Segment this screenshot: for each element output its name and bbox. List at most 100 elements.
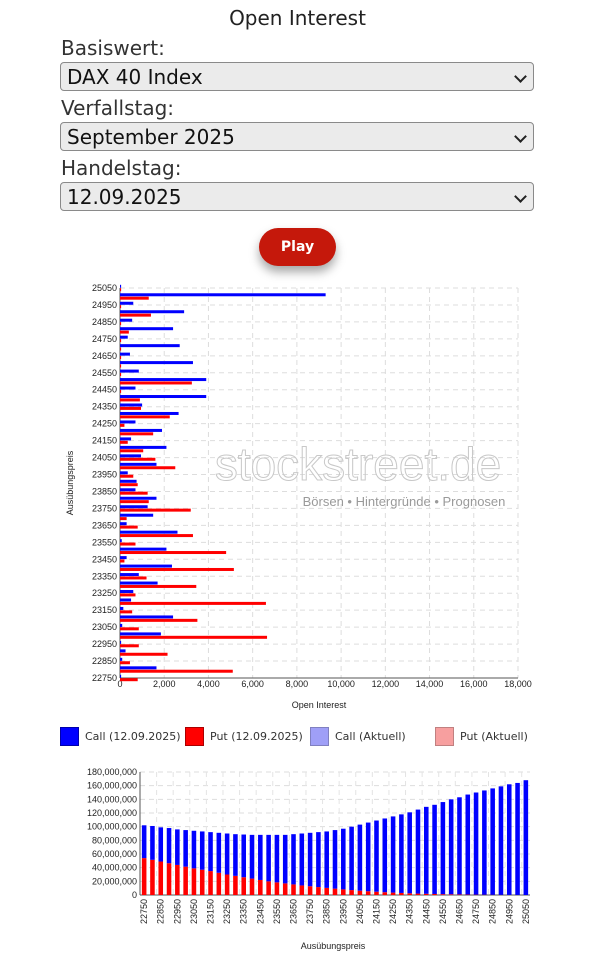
x-tick-label: 12,000 xyxy=(372,679,400,689)
y-tick-label: 23650 xyxy=(92,520,117,530)
put-bar xyxy=(448,894,454,895)
put-bar xyxy=(175,864,180,895)
put-bar xyxy=(423,893,429,895)
call-bar xyxy=(120,420,136,424)
put-bar xyxy=(120,398,140,402)
call-bar xyxy=(241,834,247,878)
call-bar xyxy=(120,437,132,441)
call-bar xyxy=(120,564,172,568)
call-bar xyxy=(120,293,326,297)
x-tick-label: 24450 xyxy=(421,899,431,924)
x-tick-label: 23150 xyxy=(206,899,216,924)
call-bar xyxy=(199,831,205,870)
chevron-down-icon xyxy=(514,190,527,203)
put-bar xyxy=(120,534,193,538)
call-bar xyxy=(473,792,479,895)
y-tick-label: 23450 xyxy=(92,554,117,564)
put-bar xyxy=(120,678,138,682)
x-tick-label: 24750 xyxy=(471,899,481,924)
call-bar xyxy=(233,834,238,876)
basiswert-value: DAX 40 Index xyxy=(67,65,203,89)
put-bar xyxy=(120,364,122,368)
x-tick-label: 23050 xyxy=(189,899,199,924)
put-bar xyxy=(120,330,129,334)
play-button[interactable]: Play xyxy=(259,228,336,266)
put-bar xyxy=(158,861,164,895)
legend-label: Put (12.09.2025) xyxy=(210,730,303,743)
put-bar xyxy=(191,868,197,895)
chart-legend: Call (12.09.2025) Put (12.09.2025) Call … xyxy=(0,727,595,749)
y-tick-label: 20,000,000 xyxy=(92,876,137,886)
put-bar xyxy=(120,576,147,580)
basiswert-select[interactable]: DAX 40 Index xyxy=(60,62,534,91)
call-bar xyxy=(120,598,132,602)
x-tick-label: 23850 xyxy=(322,899,332,924)
call-bar xyxy=(141,825,147,859)
call-bar xyxy=(120,674,122,678)
call-bar xyxy=(120,632,161,636)
put-bar xyxy=(332,888,338,895)
y-tick-label: 22750 xyxy=(92,673,117,683)
x-tick-label: 23950 xyxy=(338,899,348,924)
legend-swatch xyxy=(185,727,204,746)
x-tick-label: 22750 xyxy=(139,899,149,924)
call-bar xyxy=(120,395,207,399)
call-bar xyxy=(120,505,148,509)
call-bar xyxy=(158,827,164,862)
x-tick-label: 22850 xyxy=(156,899,166,924)
call-bar xyxy=(249,834,255,879)
call-bar xyxy=(357,824,363,891)
put-bar xyxy=(120,415,170,419)
put-bar xyxy=(120,288,122,292)
x-tick-label: 14,000 xyxy=(416,679,444,689)
put-bar xyxy=(382,892,388,895)
y-tick-label: 180,000,000 xyxy=(87,767,137,777)
y-tick-label: 23050 xyxy=(92,622,117,632)
call-bar xyxy=(120,522,127,526)
x-tick-label: 10,000 xyxy=(327,679,355,689)
y-tick-label: 23750 xyxy=(92,503,117,513)
put-bar xyxy=(120,567,234,571)
y-tick-label: 24850 xyxy=(92,317,117,327)
call-bar xyxy=(299,833,305,886)
y-tick-label: 80,000,000 xyxy=(92,835,137,845)
call-bar xyxy=(523,780,529,895)
put-bar xyxy=(258,879,263,895)
put-bar xyxy=(120,457,156,461)
put-bar xyxy=(120,305,122,309)
put-bar xyxy=(120,508,191,512)
put-bar xyxy=(274,882,280,895)
call-bar xyxy=(120,462,157,466)
call-bar xyxy=(307,832,313,887)
call-bar xyxy=(515,782,520,895)
verfallstag-select[interactable]: September 2025 xyxy=(60,122,534,151)
put-bar xyxy=(120,389,122,393)
put-bar xyxy=(224,874,230,895)
x-tick-label: 24550 xyxy=(438,899,448,924)
put-bar xyxy=(120,474,134,478)
put-bar xyxy=(120,347,122,351)
call-bar xyxy=(183,830,188,867)
call-bar xyxy=(175,829,180,865)
y-tick-label: 23850 xyxy=(92,486,117,496)
put-bar xyxy=(120,440,128,444)
put-bar xyxy=(120,661,130,665)
put-bar xyxy=(120,593,136,597)
call-bar xyxy=(341,828,346,890)
basiswert-label: Basiswert: xyxy=(61,36,165,60)
call-bar xyxy=(120,666,157,670)
put-bar xyxy=(266,881,271,895)
call-bar xyxy=(282,834,288,884)
call-bar xyxy=(448,799,454,895)
call-bar xyxy=(349,826,354,891)
watermark-logo: stockstreet.de xyxy=(215,438,501,490)
x-tick-label: 24350 xyxy=(405,899,415,924)
y-tick-label: 23550 xyxy=(92,537,117,547)
call-bar xyxy=(120,378,207,382)
handelstag-value: 12.09.2025 xyxy=(67,185,182,209)
y-tick-label: 140,000,000 xyxy=(87,794,137,804)
y-tick-label: 60,000,000 xyxy=(92,849,137,859)
call-bar xyxy=(423,806,429,894)
call-bar xyxy=(120,318,133,322)
handelstag-select[interactable]: 12.09.2025 xyxy=(60,182,534,211)
